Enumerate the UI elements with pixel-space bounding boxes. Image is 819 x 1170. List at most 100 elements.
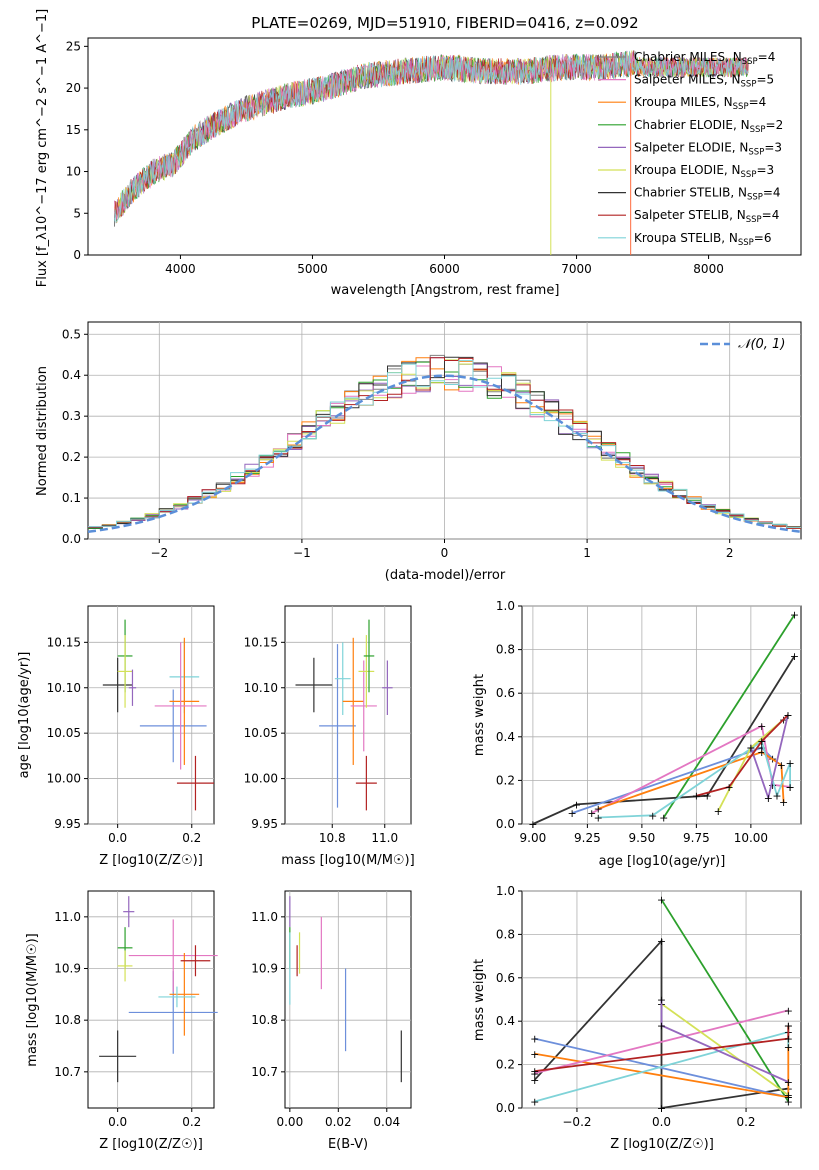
weight-marker: +: [587, 807, 596, 820]
residual-ticks: −2 −1 0 1 2 0.0 0.1 0.2 0.3 0.4 0.5: [62, 327, 734, 560]
weight-marker: +: [657, 994, 666, 1007]
y-tick-label: 10.05: [244, 726, 278, 740]
y-tick-label: 10.7: [251, 1065, 278, 1079]
y-tick-label: 10.05: [47, 726, 81, 740]
spectrum-line: [114, 50, 749, 223]
weight-marker: +: [757, 735, 766, 748]
y-tick-label: 0.6: [496, 686, 515, 700]
legend-label: Chabrier STELIB, NSSP=4: [634, 186, 781, 203]
weight-line: [662, 614, 796, 818]
legend-label: Kroupa MILES, NSSP=4: [634, 95, 766, 112]
legend-value: =4: [762, 208, 780, 222]
legend-value: =5: [756, 73, 774, 87]
legend-label: Salpeter ELODIE, NSSP=3: [634, 140, 782, 157]
x-tick-label: 5000: [297, 262, 328, 276]
weight-vs-age-xlabel: age [log10(age/yr)]: [599, 854, 726, 869]
age-vs-z-errorbars: [102, 619, 214, 811]
weight-vs-z-panel: ++++++++++++++++++++++++ −0.2 0.0 0.2 0.0 0.…: [472, 884, 802, 1152]
weight-marker: +: [784, 1089, 793, 1102]
x-tick-label: 7000: [561, 262, 592, 276]
weight-marker: +: [530, 1095, 539, 1108]
residual-panel: −2 −1 0 1 2 0.0 0.1 0.2 0.3 0.4 0.5 (data-model)/e…: [35, 321, 802, 583]
age-vs-z-ylabel: age [log10(age/yr)]: [17, 652, 32, 779]
y-tick-label: 20: [66, 81, 81, 95]
weight-vs-age-grid: [522, 605, 801, 825]
legend-subscript: SSP: [750, 125, 766, 135]
x-tick-label: 10.00: [734, 831, 768, 845]
x-tick-label: −0.2: [562, 1115, 591, 1129]
y-tick-label: 0.2: [496, 1058, 515, 1072]
weight-line: [534, 1009, 789, 1075]
weight-marker: +: [530, 1048, 539, 1061]
legend-value: =4: [758, 50, 776, 64]
legend-value: =2: [766, 118, 784, 132]
residual-legend: 𝒩(0, 1): [700, 337, 785, 352]
weight-marker: +: [530, 1074, 539, 1087]
weight-marker: +: [594, 803, 603, 816]
legend-value: =4: [763, 186, 781, 200]
weight-marker: +: [784, 1033, 793, 1046]
weight-marker: +: [594, 811, 603, 824]
x-tick-label: 0.00: [276, 1115, 303, 1129]
legend-label: Kroupa STELIB, NSSP=6: [634, 231, 772, 248]
weight-marker: +: [757, 742, 766, 755]
weight-marker: +: [657, 894, 666, 907]
weight-vs-age-lines: ++++++++++++ ++++++ +++++++++++++++: [528, 609, 799, 831]
age-vs-mass-panel: 10.8 11.0 9.95 10.00 10.05 10.10 10.15 mass [l…: [244, 605, 415, 868]
legend-subscript: SSP: [748, 147, 764, 157]
x-tick-label: 9.00: [520, 831, 547, 845]
weight-line: [660, 1003, 789, 1096]
y-tick-label: 10.10: [47, 681, 81, 695]
residual-histogram: [88, 356, 801, 529]
y-tick-label: 0.6: [496, 971, 515, 985]
weight-marker: +: [572, 798, 581, 811]
y-tick-label: 0.0: [496, 1101, 515, 1115]
x-tick-label: 0: [441, 546, 449, 560]
normal-legend-label: 𝒩(0, 1): [738, 337, 785, 352]
age-vs-z-grid: [88, 606, 214, 825]
mass-vs-z-panel: 0.0 0.2 10.7 10.8 10.9 11.0 Z [log10(Z/Z☉)] m…: [25, 890, 218, 1152]
x-tick-label: −2: [150, 546, 168, 560]
y-tick-label: 15: [66, 123, 81, 137]
legend-subscript: SSP: [741, 170, 757, 180]
residual-histogram: [88, 360, 801, 528]
weight-marker: +: [746, 742, 755, 755]
weight-marker: +: [530, 1065, 539, 1078]
weight-marker: +: [784, 1004, 793, 1017]
y-tick-label: 10.8: [251, 1013, 278, 1027]
y-tick-label: 10.15: [47, 635, 81, 649]
weight-vs-age-ticks: 9.00 9.25 9.50 9.75 10.00 0.0 0.2 0.4 0.6 0.8 1.0: [496, 599, 768, 845]
y-tick-label: 0.0: [496, 817, 515, 831]
weight-vs-age-ylabel: mass weight: [472, 674, 487, 756]
x-tick-label: 9.75: [683, 831, 710, 845]
weight-line: [532, 655, 796, 825]
legend-subscript: SSP: [733, 102, 749, 112]
weight-marker: +: [530, 1067, 539, 1080]
weight-marker: +: [783, 709, 792, 722]
x-tick-label: 9.50: [629, 831, 656, 845]
weight-marker: +: [659, 811, 668, 824]
weight-marker: +: [784, 1020, 793, 1033]
weight-marker: +: [784, 1091, 793, 1104]
weight-marker: +: [657, 935, 666, 948]
weight-line: [598, 739, 791, 819]
weight-marker: +: [784, 1095, 793, 1108]
weight-marker: +: [785, 781, 794, 794]
x-tick-label: −1: [293, 546, 311, 560]
x-tick-label: 11.0: [371, 831, 398, 845]
x-tick-label: 0.0: [108, 831, 127, 845]
weight-line: [696, 714, 789, 797]
x-tick-label: 0.0: [108, 1115, 127, 1129]
x-tick-label: 0.02: [325, 1115, 352, 1129]
y-tick-label: 10.7: [54, 1065, 81, 1079]
y-tick-label: 10.00: [47, 772, 81, 786]
mass-vs-z-ylabel: mass [log10(M/M☉)]: [25, 933, 40, 1066]
weight-vs-age-frame: [521, 605, 802, 825]
legend-subscript: SSP: [747, 193, 763, 203]
y-tick-label: 9.95: [251, 817, 278, 831]
legend-value: =3: [756, 163, 774, 177]
y-tick-label: 0.4: [62, 368, 81, 382]
weight-marker: +: [790, 650, 799, 663]
legend-subscript: SSP: [741, 80, 757, 90]
